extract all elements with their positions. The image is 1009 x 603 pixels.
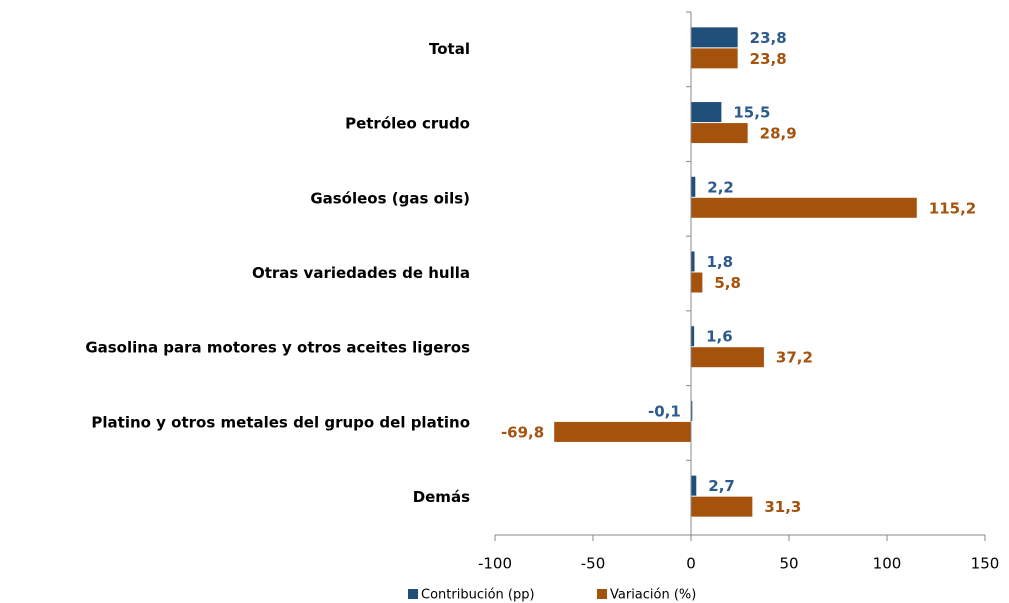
value-label: 28,9 bbox=[760, 125, 797, 143]
value-label: 2,2 bbox=[707, 178, 734, 196]
bar bbox=[691, 496, 753, 517]
bar bbox=[691, 251, 695, 272]
value-label: 15,5 bbox=[733, 104, 770, 122]
value-label: 5,8 bbox=[714, 274, 741, 292]
x-tick-label: -50 bbox=[581, 555, 606, 573]
legend-swatch bbox=[408, 589, 418, 599]
x-tick-label: 0 bbox=[686, 555, 696, 573]
category-label: Otras variedades de hulla bbox=[252, 264, 470, 282]
value-label: 37,2 bbox=[776, 349, 813, 367]
category-label: Total bbox=[429, 40, 470, 58]
bar bbox=[691, 475, 697, 496]
bar bbox=[691, 123, 748, 144]
value-label: 31,3 bbox=[764, 498, 801, 516]
x-tick-label: -100 bbox=[478, 555, 512, 573]
bar bbox=[690, 400, 693, 421]
legend-swatch bbox=[597, 589, 607, 599]
bar bbox=[691, 326, 695, 347]
bar bbox=[691, 27, 738, 48]
value-label: 1,8 bbox=[707, 253, 734, 271]
bar bbox=[691, 48, 738, 69]
value-label: 23,8 bbox=[750, 50, 787, 68]
x-tick-label: 150 bbox=[971, 555, 1000, 573]
bar bbox=[691, 347, 764, 368]
legend-label: Variación (%) bbox=[610, 588, 696, 603]
category-label: Platino y otros metales del grupo del pl… bbox=[91, 413, 470, 431]
value-label: 23,8 bbox=[750, 29, 787, 47]
bar bbox=[691, 272, 703, 293]
bar bbox=[691, 176, 696, 197]
category-label: Petróleo crudo bbox=[345, 115, 470, 133]
x-tick-label: 100 bbox=[873, 555, 902, 573]
bar bbox=[691, 197, 917, 218]
bar bbox=[554, 421, 691, 442]
value-label: -0,1 bbox=[648, 402, 681, 420]
category-label: Gasóleos (gas oils) bbox=[310, 189, 470, 207]
legend-label: Contribución (pp) bbox=[421, 588, 535, 603]
value-label: 2,7 bbox=[708, 477, 735, 495]
category-label: Gasolina para motores y otros aceites li… bbox=[85, 339, 470, 357]
value-label: -69,8 bbox=[501, 423, 544, 441]
x-tick-label: 50 bbox=[779, 555, 798, 573]
value-label: 115,2 bbox=[929, 199, 976, 217]
bar bbox=[691, 102, 722, 123]
category-label: Demás bbox=[413, 488, 470, 506]
value-label: 1,6 bbox=[706, 328, 733, 346]
